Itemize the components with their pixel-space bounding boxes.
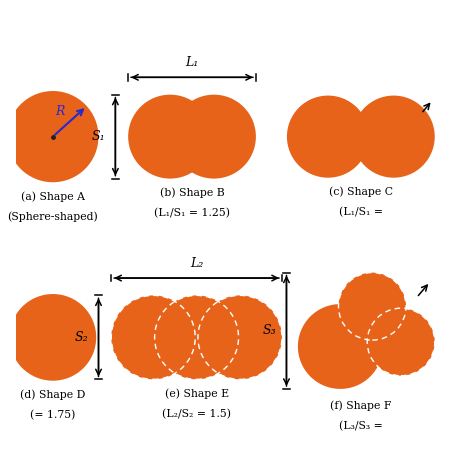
Text: S₂: S₂ (74, 331, 88, 344)
Circle shape (155, 295, 238, 379)
Text: (d) Shape D: (d) Shape D (20, 390, 86, 401)
Circle shape (287, 96, 369, 178)
Text: S₃: S₃ (262, 324, 276, 337)
Text: (f) Shape F: (f) Shape F (330, 401, 392, 411)
Circle shape (198, 295, 282, 379)
Circle shape (367, 308, 435, 376)
Text: (c) Shape C: (c) Shape C (329, 187, 393, 197)
Text: R: R (55, 105, 64, 118)
Text: (b) Shape B: (b) Shape B (160, 188, 224, 198)
Circle shape (128, 95, 212, 179)
Text: (L₂/S₂ = 1.5): (L₂/S₂ = 1.5) (162, 409, 231, 419)
Circle shape (172, 95, 256, 179)
Text: (e) Shape E: (e) Shape E (164, 389, 228, 399)
Circle shape (9, 294, 96, 381)
Text: S₁: S₁ (91, 130, 105, 143)
Circle shape (298, 304, 383, 389)
Text: L₂: L₂ (190, 257, 203, 270)
Text: (Sphere-shaped): (Sphere-shaped) (8, 212, 98, 222)
Text: (L₁/S₁ = 1.25): (L₁/S₁ = 1.25) (154, 208, 230, 219)
Circle shape (338, 273, 406, 340)
Text: (L₁/S₁ =: (L₁/S₁ = (339, 207, 383, 218)
Circle shape (111, 295, 195, 379)
Circle shape (7, 91, 99, 182)
Circle shape (353, 96, 435, 178)
Text: (a) Shape A: (a) Shape A (21, 191, 85, 202)
Text: (= 1.75): (= 1.75) (30, 410, 75, 421)
Text: L₁: L₁ (185, 56, 199, 69)
Text: (L₃/S₃ =: (L₃/S₃ = (339, 421, 383, 431)
